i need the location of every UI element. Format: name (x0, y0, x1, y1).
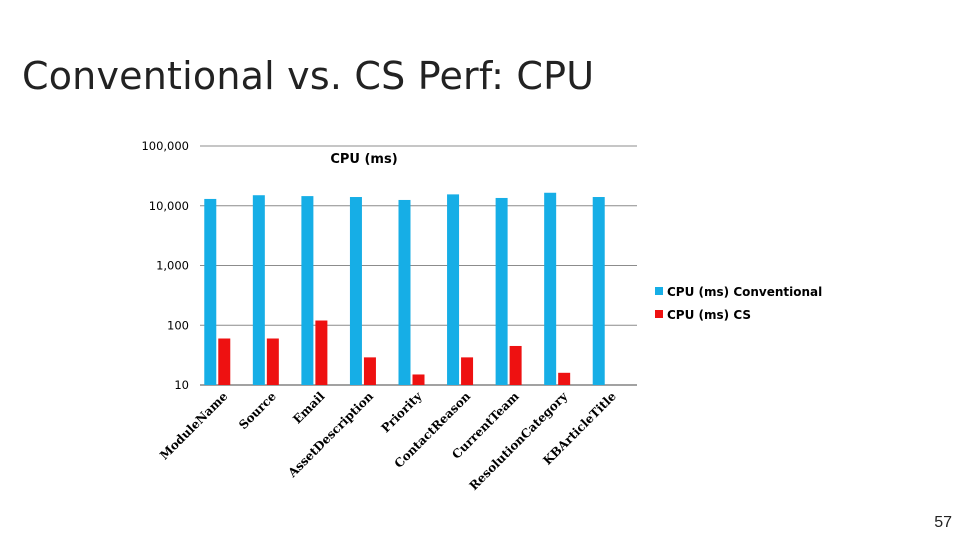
category-label: Priority (378, 389, 425, 436)
bar-conventional (301, 196, 314, 385)
legend-label-conventional: CPU (ms) Conventional (667, 285, 822, 299)
category-label: ResolutionCategory (467, 389, 571, 493)
gridlines (200, 145, 637, 386)
bar-conventional (349, 197, 362, 385)
bar-conventional (544, 192, 557, 385)
bar-conventional (252, 195, 265, 385)
bar-cs (412, 374, 425, 385)
bar-cs (266, 338, 279, 385)
y-tick-label: 100,000 (141, 139, 189, 153)
bar-cs (315, 320, 328, 385)
bars (204, 192, 605, 385)
bar-conventional (592, 197, 605, 385)
legend-swatch-cs (655, 310, 663, 318)
bar-cs (218, 338, 231, 385)
chart-title: CPU (ms) (330, 152, 397, 167)
legend: CPU (ms) Conventional CPU (ms) CS (655, 285, 822, 322)
legend-swatch-conventional (655, 287, 663, 295)
bar-cs (558, 372, 571, 385)
page-number: 57 (934, 514, 952, 531)
slide-title: Conventional vs. CS Perf: CPU (22, 54, 595, 98)
category-label: AssetDescription (285, 389, 377, 481)
y-tick-label: 10,000 (149, 199, 189, 213)
y-tick-label: 1,000 (156, 259, 189, 273)
bar-cs (363, 357, 376, 385)
bar-conventional (204, 198, 217, 385)
bar-conventional (398, 199, 411, 385)
y-tick-label: 100 (167, 318, 189, 332)
category-label: Email (290, 389, 328, 427)
bar-cs (461, 357, 474, 385)
y-axis-ticks: 100,000 10,000 1,000 100 10 (141, 139, 189, 392)
bar-conventional (447, 194, 460, 385)
legend-label-cs: CPU (ms) CS (667, 308, 751, 322)
bar-cs (509, 345, 522, 385)
category-label: ModuleName (157, 389, 231, 463)
category-label: Source (236, 389, 279, 432)
bar-conventional (495, 197, 508, 385)
y-tick-label: 10 (174, 378, 189, 392)
